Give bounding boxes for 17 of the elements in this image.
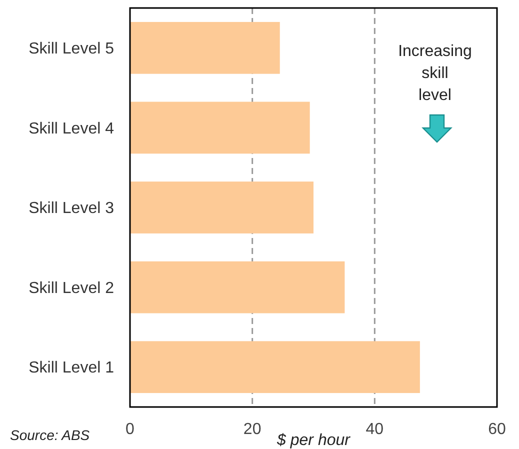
y-tick-label: Skill Level 2 [28,280,114,297]
x-tick-label: 40 [366,421,384,438]
bar [130,261,345,314]
y-tick-label: Skill Level 4 [28,120,114,138]
bar [130,22,280,74]
annotation: Increasing skill level [398,43,472,104]
source-note: Source: ABS [10,427,90,443]
bar [130,102,310,154]
bar [130,341,420,394]
x-tick-label: 20 [243,421,262,438]
x-axis-title: $ per hour [276,432,351,449]
y-tick-label: Skill Level 3 [28,200,114,218]
y-tick-label: Skill Level 5 [28,40,114,58]
x-tick-label: 0 [126,421,135,438]
bar [130,182,314,234]
y-tick-label: Skill Level 1 [28,360,114,377]
x-tick-label: 60 [488,421,506,438]
